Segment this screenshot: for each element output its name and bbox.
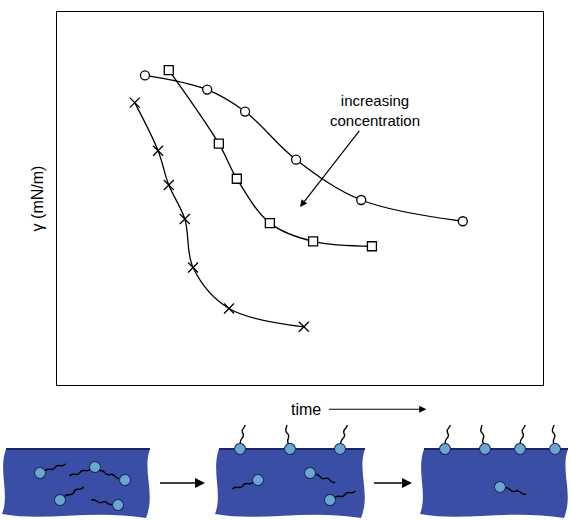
svg-text:γ (mN/m): γ (mN/m) [29,166,46,232]
svg-text:increasingconcentration: increasingconcentration [330,92,420,129]
svg-text:time: time [291,401,321,418]
